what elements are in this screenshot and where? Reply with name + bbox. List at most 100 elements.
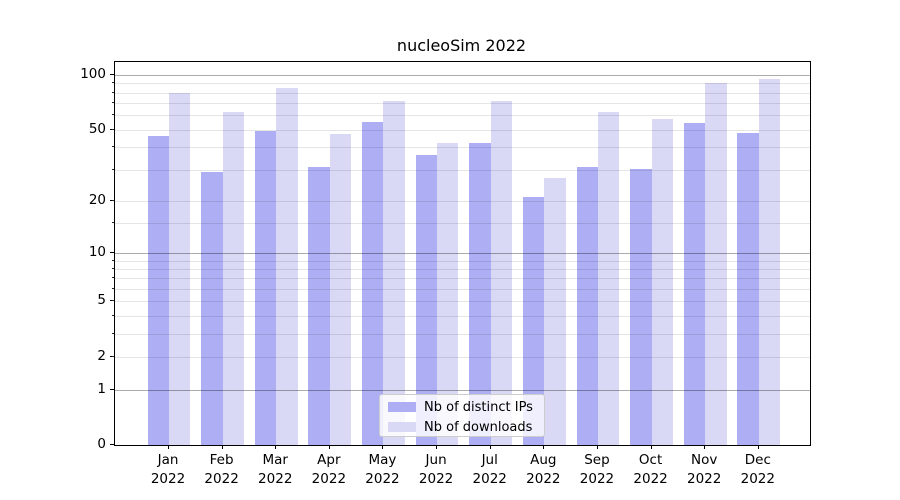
x-tick-aug bbox=[543, 445, 545, 450]
bar-nb-of-downloads-jul bbox=[490, 100, 513, 445]
y-minor-tick-2 bbox=[111, 356, 114, 358]
y-minor-tick-9 bbox=[111, 259, 114, 261]
bar-nb-of-distinct-ips-dec bbox=[737, 132, 759, 445]
y-gridline-30 bbox=[115, 169, 810, 171]
y-tick-label-0: 0 bbox=[97, 436, 106, 453]
y-minor-tick-30 bbox=[111, 168, 114, 170]
bars-layer bbox=[115, 62, 810, 445]
bar-nb-of-downloads-mar bbox=[276, 87, 298, 445]
y-minor-tick-8 bbox=[111, 267, 114, 269]
y-minor-tick-7 bbox=[111, 277, 114, 279]
y-gridline-9 bbox=[115, 260, 810, 262]
y-minor-tick-15 bbox=[111, 221, 114, 223]
y-gridline-50 bbox=[115, 129, 810, 131]
bar-nb-of-distinct-ips-sep bbox=[576, 166, 598, 445]
y-gridline-5 bbox=[115, 301, 810, 303]
y-minor-tick-40 bbox=[111, 146, 114, 148]
y-gridline-90 bbox=[115, 83, 810, 85]
y-tick-label-5: 5 bbox=[97, 292, 106, 309]
legend-item-distinct-ips: Nb of distinct IPs bbox=[388, 397, 544, 417]
y-minor-tick-4 bbox=[111, 315, 114, 317]
y-tick-100 bbox=[110, 73, 114, 75]
y-gridline-7 bbox=[115, 278, 810, 280]
y-gridline-8 bbox=[115, 268, 810, 270]
grid-layer bbox=[115, 62, 810, 445]
bar-nb-of-downloads-feb bbox=[222, 112, 244, 445]
x-tick-sep bbox=[596, 445, 598, 450]
y-minor-tick-6 bbox=[111, 288, 114, 290]
bar-nb-of-downloads-may bbox=[383, 100, 405, 445]
y-gridline-20 bbox=[115, 200, 810, 202]
bar-nb-of-downloads-dec bbox=[758, 78, 781, 445]
y-gridline-40 bbox=[115, 147, 810, 149]
y-minor-tick-5 bbox=[111, 300, 114, 302]
y-tick-label-100: 100 bbox=[80, 65, 106, 82]
x-tick-may bbox=[382, 445, 384, 450]
y-minor-tick-50 bbox=[111, 128, 114, 130]
bar-nb-of-downloads-apr bbox=[329, 134, 352, 445]
y-minor-tick-60 bbox=[111, 114, 114, 116]
x-tick-label-nov: Nov 2022 bbox=[687, 452, 722, 488]
y-gridline-6 bbox=[115, 289, 810, 291]
x-tick-jan bbox=[168, 445, 169, 450]
y-tick-10 bbox=[110, 251, 114, 253]
y-minor-tick-80 bbox=[111, 91, 114, 93]
bar-nb-of-downloads-oct bbox=[651, 119, 673, 445]
y-minor-tick-3 bbox=[111, 333, 114, 335]
bar-nb-of-downloads-aug bbox=[544, 177, 566, 445]
y-tick-label-10: 10 bbox=[88, 243, 106, 260]
x-tick-label-jun: Jun 2022 bbox=[418, 452, 454, 488]
y-tick-label-20: 20 bbox=[88, 191, 106, 208]
y-tick-1 bbox=[110, 388, 114, 390]
bar-nb-of-distinct-ips-jul bbox=[469, 143, 491, 445]
x-tick-label-sep: Sep 2022 bbox=[579, 452, 615, 488]
bar-nb-of-downloads-jun bbox=[437, 143, 459, 445]
y-gridline-15 bbox=[115, 222, 810, 224]
y-tick-label-2: 2 bbox=[97, 348, 106, 365]
bar-nb-of-downloads-nov bbox=[705, 82, 727, 445]
y-gridline-60 bbox=[115, 115, 810, 117]
x-tick-label-jan: Jan 2022 bbox=[150, 452, 186, 488]
x-tick-label-apr: Apr 2022 bbox=[311, 452, 347, 488]
bar-nb-of-distinct-ips-may bbox=[362, 121, 384, 445]
y-gridline-100 bbox=[115, 74, 810, 76]
bar-nb-of-distinct-ips-aug bbox=[522, 196, 545, 445]
x-tick-mar bbox=[275, 445, 277, 450]
x-tick-feb bbox=[221, 445, 223, 450]
legend: Nb of distinct IPs Nb of downloads bbox=[379, 394, 545, 437]
x-tick-dec bbox=[757, 445, 759, 450]
x-tick-apr bbox=[328, 445, 330, 450]
y-minor-tick-70 bbox=[111, 102, 114, 104]
bar-nb-of-downloads-jan bbox=[169, 93, 191, 445]
bar-nb-of-distinct-ips-mar bbox=[254, 131, 277, 445]
x-tick-label-aug: Aug 2022 bbox=[526, 452, 561, 488]
y-gridline-1 bbox=[115, 389, 810, 391]
legend-label-downloads: Nb of downloads bbox=[424, 419, 533, 435]
legend-label-distinct-ips: Nb of distinct IPs bbox=[424, 399, 533, 415]
legend-item-downloads: Nb of downloads bbox=[388, 417, 544, 437]
x-tick-label-feb: Feb 2022 bbox=[204, 452, 239, 488]
x-tick-label-dec: Dec 2022 bbox=[740, 452, 775, 488]
x-tick-label-mar: Mar 2022 bbox=[258, 452, 293, 488]
bar-nb-of-distinct-ips-oct bbox=[630, 169, 652, 445]
bar-nb-of-distinct-ips-jan bbox=[147, 136, 169, 445]
y-gridline-80 bbox=[115, 92, 810, 94]
x-tick-nov bbox=[704, 445, 706, 450]
y-gridline-10 bbox=[115, 252, 810, 254]
bar-nb-of-distinct-ips-feb bbox=[201, 172, 223, 445]
y-tick-label-1: 1 bbox=[97, 380, 106, 397]
chart-title: nucleoSim 2022 bbox=[396, 36, 527, 55]
x-tick-jul bbox=[489, 445, 491, 450]
y-minor-tick-90 bbox=[111, 82, 114, 84]
x-tick-oct bbox=[650, 445, 652, 450]
bar-nb-of-distinct-ips-nov bbox=[683, 123, 706, 445]
legend-swatch-downloads bbox=[388, 422, 416, 432]
bar-nb-of-distinct-ips-apr bbox=[308, 166, 330, 445]
y-tick-label-50: 50 bbox=[88, 120, 106, 137]
x-tick-label-jul: Jul 2022 bbox=[472, 452, 507, 488]
y-gridline-70 bbox=[115, 103, 810, 105]
x-tick-label-oct: Oct 2022 bbox=[633, 452, 668, 488]
x-tick-label-may: May 2022 bbox=[365, 452, 400, 488]
bar-nb-of-distinct-ips-jun bbox=[415, 155, 438, 445]
